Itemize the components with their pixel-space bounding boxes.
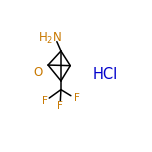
Text: O: O xyxy=(33,66,42,79)
Text: F: F xyxy=(57,101,63,111)
Text: $\mathregular{H_2N}$: $\mathregular{H_2N}$ xyxy=(38,31,62,46)
Text: HCl: HCl xyxy=(93,67,118,82)
Text: F: F xyxy=(42,96,47,106)
Text: F: F xyxy=(74,93,79,103)
